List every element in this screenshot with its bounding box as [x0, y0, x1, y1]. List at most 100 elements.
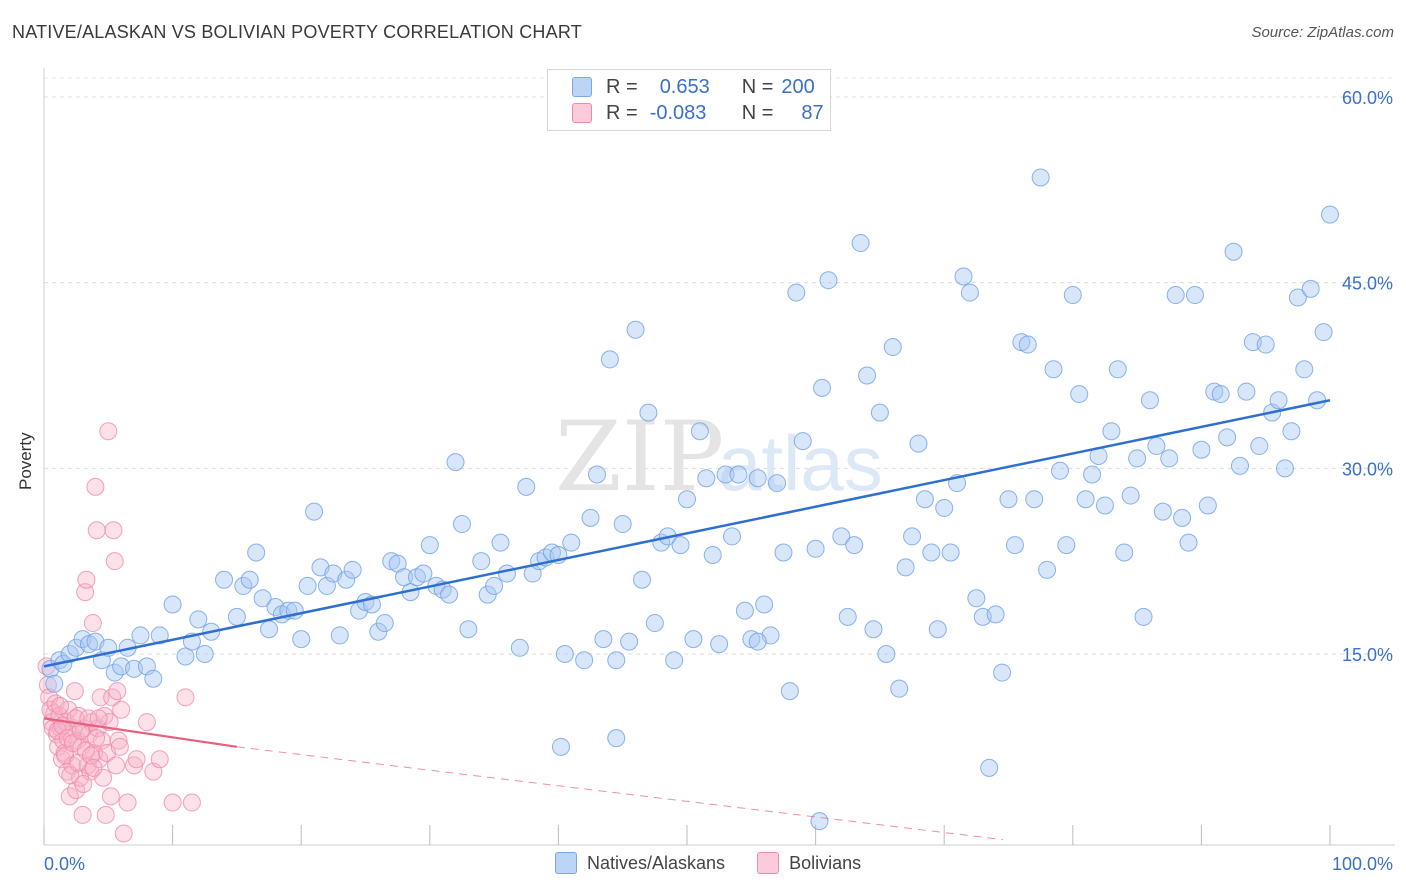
natives-point	[1179, 533, 1198, 552]
natives-point	[613, 515, 632, 534]
natives-point	[1237, 382, 1256, 401]
natives-point	[1173, 508, 1192, 527]
bolivians-point	[83, 614, 102, 633]
natives-point	[748, 632, 767, 651]
bolivians-point	[89, 709, 108, 728]
natives-point	[922, 543, 941, 562]
x-tick-label: 100.0%	[1332, 854, 1393, 874]
natives-point	[626, 320, 645, 339]
series-legend: Natives/Alaskans Bolivians	[555, 852, 893, 874]
correlation-legend: R = 0.653 N = 200 R = -0.083 N = 87	[547, 69, 831, 131]
bolivians-trend-extension	[236, 746, 1004, 841]
trend-lines	[43, 399, 1331, 841]
legend-r-value: 0.653	[659, 75, 710, 98]
bolivians-point	[87, 521, 106, 540]
chart-title: NATIVE/ALASKAN VS BOLIVIAN POVERTY CORRE…	[12, 22, 582, 42]
natives-point	[909, 434, 928, 453]
bolivians-point	[86, 477, 105, 496]
natives-point	[1308, 391, 1327, 410]
natives-point	[337, 570, 356, 589]
series-label-natives: Natives/Alaskans	[587, 852, 726, 873]
series-swatch-natives	[555, 852, 577, 874]
natives-point	[395, 568, 414, 587]
natives-point	[793, 432, 812, 451]
natives-point	[1063, 286, 1082, 305]
bolivians-point	[150, 750, 169, 769]
natives-point	[1115, 543, 1134, 562]
bolivians-trend-line	[43, 717, 238, 748]
natives-point	[1295, 360, 1314, 379]
bolivians-point	[114, 824, 133, 843]
axes	[43, 68, 1395, 846]
natives-point	[1211, 385, 1230, 404]
natives-point	[690, 422, 709, 441]
natives-point	[723, 527, 742, 546]
bolivians-point	[176, 688, 195, 707]
natives-point	[1038, 560, 1057, 579]
natives-point	[838, 607, 857, 626]
natives-point	[1224, 242, 1243, 261]
natives-point	[1147, 437, 1166, 456]
natives-point	[343, 560, 362, 579]
series-legend-natives: Natives/Alaskans	[555, 852, 725, 874]
legend-n-label: N =	[741, 75, 774, 98]
natives-point	[1256, 335, 1275, 354]
natives-point	[1218, 428, 1237, 447]
natives-point	[960, 283, 979, 302]
bolivians-point	[94, 768, 113, 787]
natives-point	[497, 564, 516, 583]
watermark-atlas: atlas	[718, 419, 883, 507]
natives-point	[780, 682, 799, 701]
bolivians-point	[65, 682, 84, 701]
natives-point	[189, 610, 208, 629]
natives-point	[1288, 288, 1307, 307]
natives-point	[587, 465, 606, 484]
bolivians-point	[84, 758, 103, 777]
natives-point	[45, 674, 64, 693]
natives-point	[562, 533, 581, 552]
natives-point	[330, 626, 349, 645]
natives-point	[144, 669, 163, 688]
bolivians-points	[37, 422, 201, 843]
natives-point	[1250, 437, 1269, 456]
natives-point	[755, 595, 774, 614]
natives-point	[787, 283, 806, 302]
natives-point	[240, 570, 259, 589]
natives-point	[851, 234, 870, 253]
bolivians-point	[101, 787, 120, 806]
natives-point	[1230, 456, 1249, 475]
bolivians-point	[77, 570, 96, 589]
natives-point	[1025, 490, 1044, 509]
natives-point	[864, 620, 883, 639]
source-label: Source: ZipAtlas.com	[1251, 24, 1394, 41]
natives-point	[227, 607, 246, 626]
series-legend-bolivians: Bolivians	[757, 852, 861, 874]
natives-point	[607, 729, 626, 748]
natives-point	[485, 576, 504, 595]
natives-point	[1160, 449, 1179, 468]
natives-point	[1018, 335, 1037, 354]
natives-point	[1083, 465, 1102, 484]
natives-point	[305, 502, 324, 521]
natives-point	[632, 570, 651, 589]
natives-point	[459, 620, 478, 639]
y-tick-label: 30.0%	[1342, 459, 1393, 479]
natives-point	[440, 585, 459, 604]
natives-point	[420, 536, 439, 555]
legend-swatch-natives	[572, 77, 592, 97]
natives-point	[896, 558, 915, 577]
natives-point	[1153, 502, 1172, 521]
natives-point	[1108, 360, 1127, 379]
legend-r-label: R =	[606, 101, 638, 124]
legend-r-label: R =	[606, 75, 638, 98]
series-label-bolivians: Bolivians	[789, 852, 862, 873]
natives-point	[967, 589, 986, 608]
natives-point	[845, 536, 864, 555]
y-tick-label: 60.0%	[1342, 88, 1393, 108]
natives-point	[491, 533, 510, 552]
natives-point	[1031, 168, 1050, 187]
natives-point	[1166, 286, 1185, 305]
natives-point	[735, 601, 754, 620]
natives-point	[832, 527, 851, 546]
natives-point	[452, 515, 471, 534]
